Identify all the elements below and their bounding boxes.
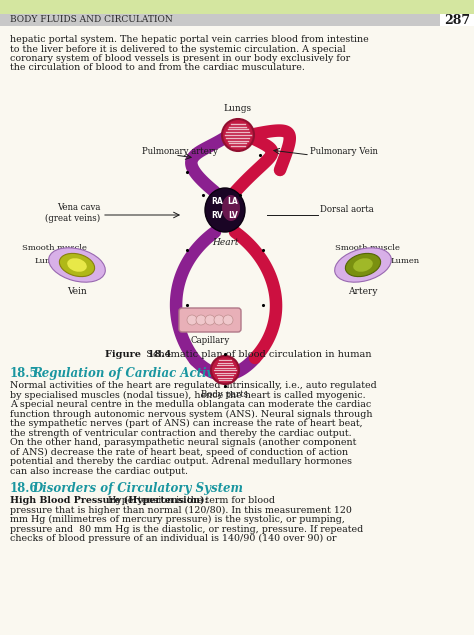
Text: potential and thereby the cardiac output. Adrenal medullary hormones: potential and thereby the cardiac output… — [10, 457, 352, 466]
Text: pressure and  80 mm Hg is the diastolic, or resting, pressure. If repeated: pressure and 80 mm Hg is the diastolic, … — [10, 525, 363, 533]
Text: Hypertension is the term for blood: Hypertension is the term for blood — [105, 496, 275, 505]
Circle shape — [223, 315, 233, 325]
Text: LV: LV — [228, 210, 238, 220]
Text: hepatic portal system. The hepatic portal vein carries blood from intestine: hepatic portal system. The hepatic porta… — [10, 35, 369, 44]
Text: checks of blood pressure of an individual is 140/90 (140 over 90) or: checks of blood pressure of an individua… — [10, 534, 337, 543]
Text: pressure that is higher than normal (120/80). In this measurement 120: pressure that is higher than normal (120… — [10, 505, 352, 514]
Text: Pulmonary artery: Pulmonary artery — [142, 147, 218, 156]
Text: Vena cava: Vena cava — [56, 203, 100, 213]
Text: can also increase the cardiac output.: can also increase the cardiac output. — [10, 467, 188, 476]
Ellipse shape — [67, 258, 87, 272]
Text: coronary system of blood vessels is present in our body exclusively for: coronary system of blood vessels is pres… — [10, 54, 350, 63]
Text: BODY FLUIDS AND CIRCULATION: BODY FLUIDS AND CIRCULATION — [10, 15, 173, 25]
Circle shape — [214, 315, 224, 325]
Text: Pulmonary Vein: Pulmonary Vein — [310, 147, 378, 156]
Text: RV: RV — [211, 210, 223, 220]
Text: On the other hand, parasympathetic neural signals (another component: On the other hand, parasympathetic neura… — [10, 438, 356, 447]
Circle shape — [222, 119, 254, 151]
Circle shape — [187, 315, 197, 325]
Text: to the liver before it is delivered to the systemic circulation. A special: to the liver before it is delivered to t… — [10, 44, 346, 53]
FancyBboxPatch shape — [440, 14, 474, 26]
Text: Lungs: Lungs — [224, 104, 252, 113]
Text: Smooth muscle: Smooth muscle — [22, 244, 87, 252]
Text: 18.6: 18.6 — [10, 482, 38, 495]
Ellipse shape — [335, 248, 392, 282]
Text: mm Hg (millimetres of mercury pressure) is the systolic, or pumping,: mm Hg (millimetres of mercury pressure) … — [10, 515, 345, 524]
Text: RA: RA — [211, 197, 223, 206]
Text: Regulation of Cardiac Activity: Regulation of Cardiac Activity — [32, 367, 230, 380]
Text: Normal activities of the heart are regulated intrinsically, i.e., auto regulated: Normal activities of the heart are regul… — [10, 381, 377, 390]
Ellipse shape — [49, 248, 105, 282]
Text: Schematic plan of blood circulation in human: Schematic plan of blood circulation in h… — [140, 350, 372, 359]
Circle shape — [205, 315, 215, 325]
Ellipse shape — [353, 258, 373, 272]
Text: of ANS) decrease the rate of heart beat, speed of conduction of action: of ANS) decrease the rate of heart beat,… — [10, 448, 348, 457]
Bar — [0, 14, 474, 26]
Text: Lumen: Lumen — [35, 257, 64, 265]
Ellipse shape — [205, 188, 245, 232]
FancyBboxPatch shape — [179, 308, 241, 332]
Text: (great veins): (great veins) — [45, 213, 100, 222]
Text: LA: LA — [228, 197, 238, 206]
Circle shape — [196, 315, 206, 325]
Text: Figure  18.4: Figure 18.4 — [105, 350, 171, 359]
Text: 287: 287 — [444, 13, 470, 27]
Ellipse shape — [346, 253, 381, 277]
Text: Vein: Vein — [67, 287, 87, 296]
Text: the circulation of blood to and from the cardiac musculature.: the circulation of blood to and from the… — [10, 64, 305, 72]
Text: A special neural centre in the medulla oblangata can moderate the cardiac: A special neural centre in the medulla o… — [10, 400, 371, 409]
Text: Dorsal aorta: Dorsal aorta — [320, 206, 374, 215]
Bar — [0, 0, 474, 14]
Text: Body parts: Body parts — [201, 390, 248, 399]
Text: the sympathetic nerves (part of ANS) can increase the rate of heart beat,: the sympathetic nerves (part of ANS) can… — [10, 419, 363, 428]
Ellipse shape — [59, 253, 95, 277]
Text: Disorders of Circulatory System: Disorders of Circulatory System — [32, 482, 243, 495]
Text: Heart: Heart — [212, 238, 238, 247]
Text: 18.5: 18.5 — [10, 367, 38, 380]
Text: Smooth muscle: Smooth muscle — [335, 244, 400, 252]
Text: by specialised muscles (nodal tissue), hence the heart is called myogenic.: by specialised muscles (nodal tissue), h… — [10, 391, 365, 399]
Text: Capillary: Capillary — [191, 336, 229, 345]
Text: Lumen: Lumen — [391, 257, 420, 265]
Text: High Blood Pressure (Hypertension):: High Blood Pressure (Hypertension): — [10, 496, 208, 505]
Text: the strength of ventricular contraction and thereby the cardiac output.: the strength of ventricular contraction … — [10, 429, 352, 438]
Ellipse shape — [222, 195, 240, 221]
Text: Artery: Artery — [348, 287, 378, 296]
Circle shape — [211, 356, 239, 384]
Text: function through autonomic nervous system (ANS). Neural signals through: function through autonomic nervous syste… — [10, 410, 373, 418]
